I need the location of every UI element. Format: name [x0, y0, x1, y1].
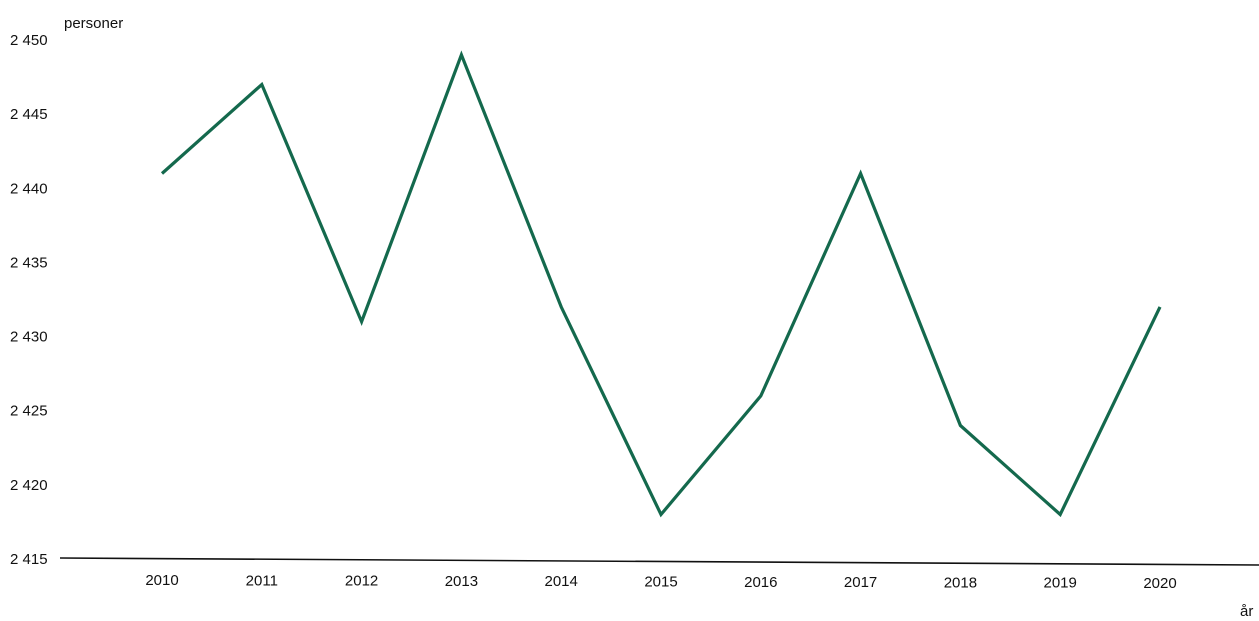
x-tick-label: 2010: [145, 572, 178, 589]
x-axis-ticks: 2010 2011 2012 2013 2014 2015 2016 2017 2018 2019…: [145, 572, 1176, 592]
x-tick-label: 2020: [1143, 575, 1176, 592]
y-tick-label: 2 425: [10, 403, 48, 420]
y-tick-label: 2 445: [10, 106, 48, 123]
y-tick-label: 2 415: [10, 551, 48, 568]
y-axis-label: personer: [64, 15, 123, 32]
series-line: [160, 50, 1162, 518]
x-tick-label: 2015: [644, 574, 677, 591]
x-axis-line: [59, 557, 1259, 566]
x-tick-label: 2017: [844, 574, 877, 591]
series-group: [160, 50, 1162, 518]
x-tick-label: 2014: [545, 573, 578, 590]
x-tick-label: 2012: [345, 573, 378, 590]
y-tick-label: 2 435: [10, 254, 48, 271]
x-tick-label: 2016: [744, 574, 777, 591]
x-tick-label: 2011: [246, 572, 278, 589]
y-tick-label: 2 440: [10, 180, 48, 197]
x-tick-label: 2019: [1044, 575, 1077, 592]
y-tick-label: 2 450: [10, 32, 48, 49]
x-tick-label: 2013: [445, 573, 478, 590]
y-axis-ticks: 2 415 2 420 2 425 2 430 2 435 2 440 2 445 2 450: [10, 32, 48, 568]
y-tick-label: 2 430: [10, 329, 48, 346]
y-tick-label: 2 420: [10, 477, 48, 494]
x-tick-label: 2018: [944, 574, 977, 591]
x-axis-label: år: [1240, 603, 1253, 620]
